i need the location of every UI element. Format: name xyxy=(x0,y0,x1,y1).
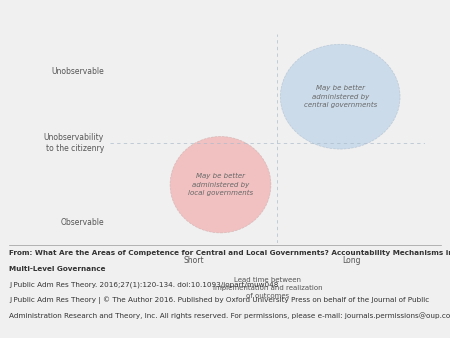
Text: Multi-Level Governance: Multi-Level Governance xyxy=(9,266,105,272)
Text: Unobservability
to the citizenry: Unobservability to the citizenry xyxy=(44,133,104,153)
Text: May be better
administered by
central governments: May be better administered by central go… xyxy=(304,85,377,108)
Text: Unobservable: Unobservable xyxy=(51,67,104,76)
Ellipse shape xyxy=(280,44,400,149)
Ellipse shape xyxy=(170,137,271,233)
Text: Administration Research and Theory, Inc. All rights reserved. For permissions, p: Administration Research and Theory, Inc.… xyxy=(9,312,450,319)
Text: Long: Long xyxy=(342,256,360,265)
Text: Observable: Observable xyxy=(60,218,104,227)
Text: J Public Adm Res Theory. 2016;27(1):120-134. doi:10.1093/jopart/muw048: J Public Adm Res Theory. 2016;27(1):120-… xyxy=(9,281,279,288)
Text: From: What Are the Areas of Competence for Central and Local Governments? Accoun: From: What Are the Areas of Competence f… xyxy=(9,250,450,256)
Text: May be better
administered by
local governments: May be better administered by local gove… xyxy=(188,173,253,196)
Text: Lead time between
implementation and realization
of outcomes: Lead time between implementation and rea… xyxy=(213,277,323,299)
Text: J Public Adm Res Theory | © The Author 2016. Published by Oxford University Pres: J Public Adm Res Theory | © The Author 2… xyxy=(9,297,429,305)
Text: Short: Short xyxy=(184,256,204,265)
